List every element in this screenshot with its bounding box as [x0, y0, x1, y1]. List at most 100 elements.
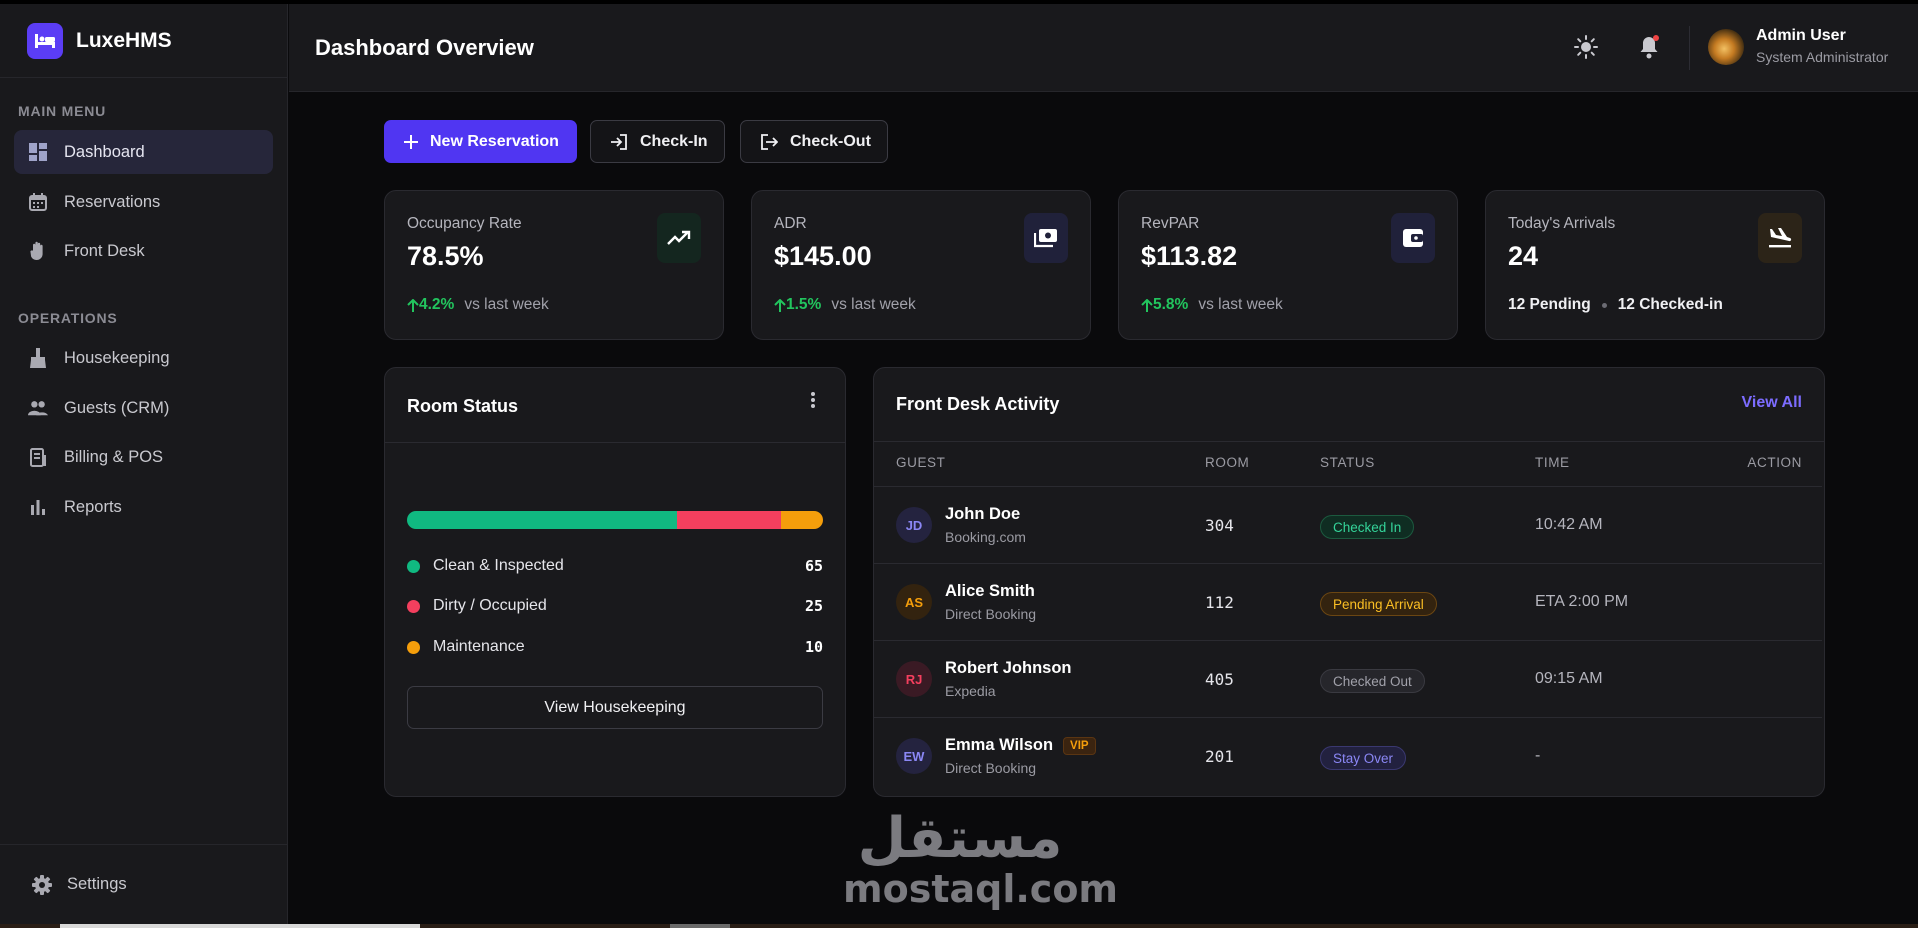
arrow-up-icon: [1141, 298, 1153, 312]
header-divider: [1689, 26, 1690, 70]
receipt-icon: [28, 447, 48, 467]
table-row[interactable]: RJ Robert Johnson Expedia 405 Checked Ou…: [874, 640, 1822, 717]
table-row[interactable]: AS Alice Smith Direct Booking 112 Pendin…: [874, 563, 1822, 640]
legend-label: Clean & Inspected: [433, 557, 564, 574]
table-row[interactable]: EW Emma Wilson VIP Direct Booking 201 St…: [874, 717, 1822, 794]
delta-up: 4.2%: [407, 296, 454, 314]
vip-badge: VIP: [1063, 736, 1096, 755]
table-row[interactable]: JD John Doe Booking.com 304 Checked In 1…: [874, 486, 1822, 563]
settings-label: Settings: [67, 875, 127, 893]
guest-initials: JD: [896, 507, 932, 543]
panel-title: Front Desk Activity: [896, 394, 1060, 414]
kpi-delta: 1.5% vs last week: [774, 296, 916, 314]
sidebar-item-label: Reports: [64, 497, 122, 516]
room-status-bar: [407, 511, 823, 529]
divider: [874, 441, 1824, 442]
guest-name-text: John Doe: [945, 505, 1021, 523]
sidebar-item-housekeeping[interactable]: Housekeeping: [14, 336, 273, 380]
view-housekeeping-button[interactable]: View Housekeeping: [407, 686, 823, 729]
wallet-icon: [1391, 213, 1435, 263]
more-options-icon[interactable]: [811, 392, 815, 413]
legend-count: 25: [804, 597, 823, 615]
new-reservation-label: New Reservation: [430, 132, 559, 150]
guest-name-text: Emma Wilson: [945, 736, 1054, 754]
column-header-guest: GUEST: [896, 455, 946, 470]
taskbar-segment: [670, 924, 730, 928]
kpi-label: Occupancy Rate: [407, 215, 522, 232]
brand-name: LuxeHMS: [76, 28, 172, 52]
legend-clean: Clean & Inspected 65: [407, 557, 823, 575]
login-icon: [611, 133, 627, 150]
column-header-room: ROOM: [1205, 455, 1250, 470]
legend-dot: [407, 559, 420, 573]
guest-name: Alice Smith: [945, 582, 1035, 601]
column-header-action: ACTION: [1747, 455, 1802, 470]
sidebar-item-label: Housekeeping: [64, 348, 170, 367]
hand-icon: [28, 241, 48, 261]
sidebar-item-settings[interactable]: Settings: [0, 844, 287, 924]
status-badge: Stay Over: [1320, 746, 1407, 770]
kpi-label: RevPAR: [1141, 215, 1200, 232]
taskbar-strip: [0, 924, 1918, 928]
guest-name: John Doe: [945, 505, 1020, 524]
guest-name-text: Alice Smith: [945, 582, 1035, 600]
sidebar-item-front-desk[interactable]: Front Desk: [14, 229, 273, 273]
new-reservation-button[interactable]: New Reservation: [384, 120, 577, 163]
sidebar-item-guests[interactable]: Guests (CRM): [14, 386, 273, 430]
arrow-up-icon: [774, 298, 786, 312]
kpi-value: $113.82: [1141, 241, 1238, 271]
sidebar-item-reservations[interactable]: Reservations: [14, 180, 273, 224]
guest-name-text: Robert Johnson: [945, 659, 1072, 677]
sidebar-item-billing[interactable]: Billing & POS: [14, 435, 273, 479]
view-all-link[interactable]: View All: [1741, 394, 1802, 411]
sidebar-item-label: Reservations: [64, 192, 161, 211]
room-status-bar-segment: [781, 511, 823, 529]
room-status-bar-segment: [407, 511, 678, 529]
room-number: 405: [1205, 670, 1234, 689]
legend-dot: [407, 599, 420, 613]
legend-dirty: Dirty / Occupied 25: [407, 597, 823, 615]
broom-icon: [28, 348, 48, 368]
delta-value: 4.2%: [419, 296, 455, 313]
sidebar-item-label: Front Desk: [64, 241, 145, 260]
user-role: System Administrator: [1756, 49, 1889, 65]
check-out-button[interactable]: Check-Out: [740, 120, 888, 163]
money-icon: [1024, 213, 1068, 263]
legend-count: 10: [804, 638, 823, 656]
section-main-menu: MAIN MENU: [18, 103, 107, 119]
kpi-delta: 4.2% vs last week: [407, 296, 549, 314]
watermark-latin: mostaql.com: [843, 867, 1119, 911]
divider: [385, 442, 845, 443]
delta-note: vs last week: [831, 296, 916, 313]
check-in-button[interactable]: Check-In: [590, 120, 725, 163]
delta-value: 5.8%: [1153, 296, 1189, 313]
sidebar-item-reports[interactable]: Reports: [14, 485, 273, 529]
sidebar-item-dashboard[interactable]: Dashboard: [14, 130, 273, 174]
gear-icon: [32, 874, 52, 895]
arrow-up-icon: [407, 298, 419, 312]
kpi-card-revpar: RevPAR $113.82 5.8% vs last week: [1118, 190, 1458, 340]
people-icon: [28, 398, 48, 418]
legend-maintenance: Maintenance 10: [407, 638, 823, 656]
delta-value: 1.5%: [786, 296, 822, 313]
kpi-value: 24: [1508, 241, 1539, 271]
panel-title: Room Status: [407, 396, 519, 416]
avatar[interactable]: [1708, 29, 1744, 65]
status-badge: Pending Arrival: [1320, 592, 1437, 616]
brand[interactable]: LuxeHMS: [0, 4, 287, 78]
top-header: Dashboard Overview Admin User System Adm…: [289, 4, 1918, 92]
kpi-value: 78.5%: [407, 241, 484, 271]
guest-initials: EW: [896, 738, 932, 774]
guest-source: Booking.com: [945, 529, 1026, 545]
guest-source: Expedia: [945, 683, 996, 699]
status-badge: Checked In: [1320, 515, 1415, 539]
legend-dot: [407, 640, 420, 654]
legend-count: 65: [804, 557, 823, 575]
kpi-delta: 5.8% vs last week: [1141, 296, 1283, 314]
delta-up: 5.8%: [1141, 296, 1188, 314]
kpi-card-arrivals: Today's Arrivals 24 12 Pending 12 Checke…: [1485, 190, 1825, 340]
check-out-label: Check-Out: [790, 132, 871, 150]
theme-toggle-sun-icon[interactable]: [1572, 33, 1600, 61]
notification-bell-icon[interactable]: [1635, 33, 1663, 61]
room-status-bar-segment: [677, 511, 782, 529]
